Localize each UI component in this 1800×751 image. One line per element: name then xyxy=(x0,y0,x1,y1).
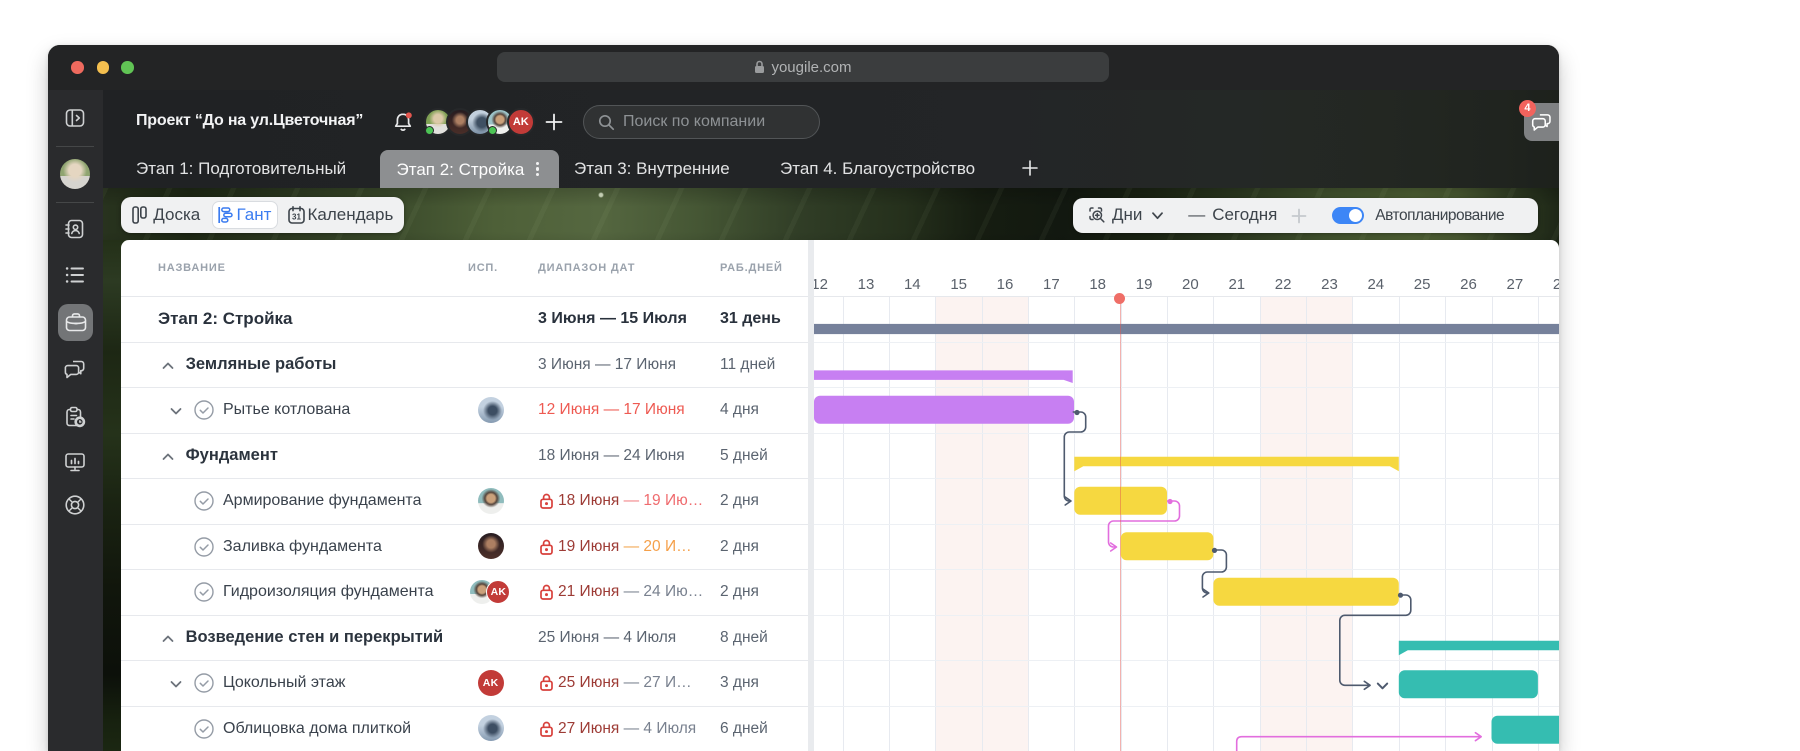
svg-text:31: 31 xyxy=(292,213,301,222)
